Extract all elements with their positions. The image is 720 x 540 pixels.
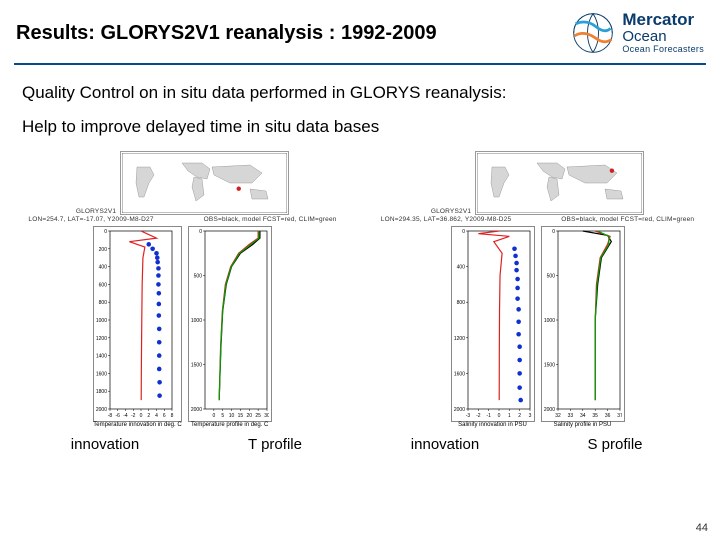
- left-meta: LON=254.7, LAT=-17.07, Y2009-M8-D27: [28, 216, 153, 223]
- svg-text:400: 400: [456, 265, 465, 271]
- svg-text:8: 8: [171, 413, 174, 419]
- svg-text:2000: 2000: [544, 407, 555, 413]
- figure-panels: Obs. CLIM FCST Obs. CLIM FCST GLORYS2V1 …: [0, 151, 720, 428]
- label-innovation-l: innovation: [20, 436, 190, 453]
- svg-text:1200: 1200: [96, 336, 107, 342]
- svg-text:800: 800: [456, 300, 465, 306]
- svg-text:25: 25: [255, 413, 261, 419]
- label-innovation-r: innovation: [360, 436, 530, 453]
- svg-text:1000: 1000: [96, 318, 107, 324]
- svg-text:4: 4: [155, 413, 158, 419]
- svg-text:1000: 1000: [191, 318, 202, 324]
- right-map: [475, 151, 644, 215]
- mercator-logo: Mercator Ocean Ocean Forecasters: [570, 10, 704, 56]
- svg-text:-1: -1: [486, 413, 491, 419]
- svg-text:0: 0: [140, 413, 143, 419]
- svg-text:-4: -4: [124, 413, 129, 419]
- svg-text:30: 30: [264, 413, 269, 419]
- svg-text:1500: 1500: [191, 363, 202, 369]
- svg-text:0: 0: [497, 413, 500, 419]
- svg-text:500: 500: [193, 274, 202, 280]
- body-text: Quality Control on in situ data performe…: [0, 83, 720, 137]
- left-map: [120, 151, 289, 215]
- right-innov-xlabel: Salinity innovation in PSU: [451, 422, 535, 428]
- left-innov-plot: -8-6-4-202468020040060080010001200140016…: [93, 226, 181, 422]
- svg-text:1400: 1400: [96, 354, 107, 360]
- svg-text:2: 2: [148, 413, 151, 419]
- right-group: GLORYS2V1 LON=294.35, LAT=36.862, Y2009-…: [365, 151, 710, 428]
- left-tprof-xlabel: Temperature profile in deg. C: [188, 422, 272, 428]
- svg-text:-2: -2: [131, 413, 136, 419]
- svg-text:15: 15: [237, 413, 243, 419]
- right-meta: LON=294.35, LAT=36.862, Y2009-M8-D25: [381, 216, 512, 223]
- logo-globe-icon: [570, 10, 616, 56]
- svg-text:0: 0: [552, 229, 555, 235]
- right-sprof-plot: 32 33 34 35 36 37 0 500 1000 1500 2000: [541, 226, 625, 422]
- svg-text:33: 33: [567, 413, 573, 419]
- svg-text:1200: 1200: [454, 336, 465, 342]
- svg-text:800: 800: [99, 300, 108, 306]
- right-innov-plot: -3 -2 -1 0 1 2 3 0 400 800 1200 1600 2000: [451, 226, 535, 422]
- right-meta-r: OBS=black, model FCST=red, CLIM=green: [561, 216, 694, 223]
- svg-text:-8: -8: [108, 413, 113, 419]
- svg-text:1000: 1000: [544, 318, 555, 324]
- svg-text:400: 400: [99, 265, 108, 271]
- logo-text: Mercator Ocean Ocean Forecasters: [622, 11, 704, 54]
- svg-text:-6: -6: [116, 413, 121, 419]
- left-tprof-plot: 0510152025300500100015002000: [188, 226, 272, 422]
- logo-name: Mercator: [622, 11, 704, 29]
- svg-text:6: 6: [163, 413, 166, 419]
- svg-text:37: 37: [617, 413, 622, 419]
- header-rule: [14, 63, 706, 65]
- page-number: 44: [696, 522, 708, 534]
- left-tag: GLORYS2V1: [76, 208, 116, 215]
- right-sprof-xlabel: Salinity profile in PSU: [541, 422, 625, 428]
- slide-title: Results: GLORYS2V1 reanalysis : 1992-200…: [16, 22, 570, 45]
- svg-text:600: 600: [99, 282, 108, 288]
- right-sprof-container: 32 33 34 35 36 37 0 500 1000 1500 2000 Salinity pr…: [541, 226, 625, 428]
- svg-text:32: 32: [555, 413, 561, 419]
- svg-text:2: 2: [518, 413, 521, 419]
- slide-root: Results: GLORYS2V1 reanalysis : 1992-200…: [0, 0, 720, 540]
- svg-text:36: 36: [604, 413, 610, 419]
- svg-text:34: 34: [580, 413, 586, 419]
- svg-text:1500: 1500: [544, 363, 555, 369]
- svg-text:-2: -2: [476, 413, 481, 419]
- svg-text:-3: -3: [465, 413, 470, 419]
- left-innov-xlabel: Temperature innovation in deg. C: [93, 422, 181, 428]
- svg-text:3: 3: [528, 413, 531, 419]
- right-innov-container: -3 -2 -1 0 1 2 3 0 400 800 1200 1600 2000 Salinity i…: [451, 226, 535, 428]
- right-tag: GLORYS2V1: [431, 208, 471, 215]
- left-meta-r: OBS=black, model FCST=red, CLIM=green: [204, 216, 337, 223]
- svg-text:0: 0: [199, 229, 202, 235]
- svg-text:2000: 2000: [96, 407, 107, 413]
- logo-sub2: Ocean Forecasters: [622, 45, 704, 54]
- logo-sub1: Ocean: [622, 29, 704, 45]
- svg-text:1800: 1800: [96, 389, 107, 395]
- header: Results: GLORYS2V1 reanalysis : 1992-200…: [0, 0, 720, 60]
- svg-text:2000: 2000: [191, 407, 202, 413]
- svg-text:2000: 2000: [454, 407, 465, 413]
- label-tprofile: T profile: [190, 436, 360, 453]
- svg-text:1600: 1600: [96, 371, 107, 377]
- svg-text:0: 0: [105, 229, 108, 235]
- bottom-labels: innovation T profile innovation S profil…: [0, 436, 720, 453]
- svg-text:0: 0: [212, 413, 215, 419]
- qc-line-1: Quality Control on in situ data performe…: [22, 83, 698, 103]
- svg-text:500: 500: [546, 274, 555, 280]
- svg-text:5: 5: [221, 413, 224, 419]
- svg-text:35: 35: [592, 413, 598, 419]
- label-sprofile: S profile: [530, 436, 700, 453]
- left-innov-container: -8-6-4-202468020040060080010001200140016…: [93, 226, 181, 428]
- svg-text:20: 20: [246, 413, 252, 419]
- svg-text:1600: 1600: [454, 371, 465, 377]
- left-group: GLORYS2V1 LON=254.7, LAT=-17.07, Y2009-M…: [10, 151, 355, 428]
- svg-text:0: 0: [462, 229, 465, 235]
- left-tprof-container: 0510152025300500100015002000 Temperature…: [188, 226, 272, 428]
- svg-text:200: 200: [99, 247, 108, 253]
- qc-line-2: Help to improve delayed time in situ dat…: [22, 117, 698, 137]
- svg-text:1: 1: [507, 413, 510, 419]
- svg-text:10: 10: [228, 413, 234, 419]
